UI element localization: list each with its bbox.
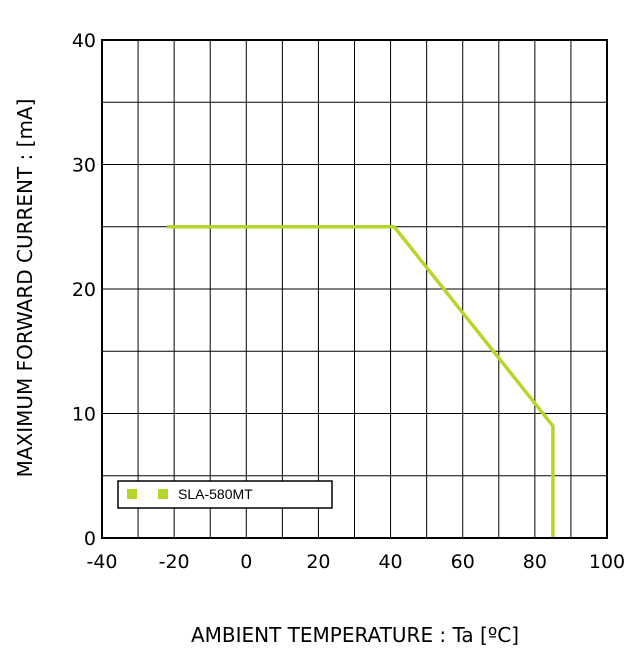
x-tick-label: 60 (451, 551, 475, 573)
y-axis-ticks: 0 10 20 30 40 (72, 30, 96, 550)
y-tick-label: 40 (72, 30, 96, 52)
series-layer (166, 225, 555, 538)
y-tick-label: 30 (72, 155, 96, 177)
x-tick-label: 80 (523, 551, 547, 573)
x-tick-label: 20 (306, 551, 330, 573)
y-tick-label: 20 (72, 279, 96, 301)
x-tick-label: 40 (378, 551, 402, 573)
y-axis-title: MAXIMUM FORWARD CURRENT : [mA] (13, 99, 37, 478)
legend-label: SLA-580MT (178, 486, 253, 502)
legend-swatch (158, 489, 168, 499)
plot-frame (101, 39, 608, 539)
legend-box (117, 480, 333, 509)
x-axis-ticks: -40 -20 0 20 40 60 80 100 (86, 551, 625, 573)
y-tick-label: 0 (84, 528, 96, 550)
legend-swatch (127, 489, 137, 499)
x-tick-label: -20 (159, 551, 190, 573)
x-tick-label: -40 (86, 551, 117, 573)
y-tick-label: 10 (72, 404, 96, 426)
x-axis-title: AMBIENT TEMPERATURE : Ta [ºC] (191, 623, 519, 647)
x-tick-label: 100 (589, 551, 625, 573)
legend: SLA-580MT (117, 480, 333, 509)
x-tick-label: 0 (240, 551, 252, 573)
series-line (166, 225, 555, 538)
grid (102, 40, 607, 538)
